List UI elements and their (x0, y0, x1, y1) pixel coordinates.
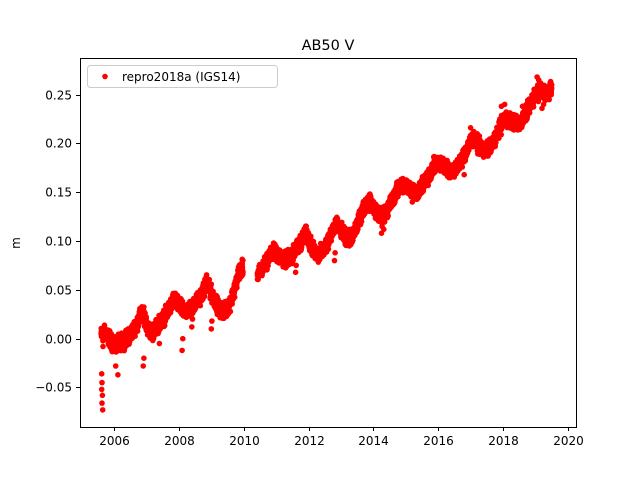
data-point-outlier (519, 103, 526, 110)
x-tick-label: 2006 (99, 434, 130, 448)
data-point-outlier (535, 77, 542, 83)
data-point (459, 164, 466, 170)
data-point-outlier (98, 386, 105, 393)
data-point-outlier (293, 262, 300, 269)
y-tick-label: 0.05 (45, 284, 72, 298)
data-point (203, 272, 210, 278)
data-point-outlier (179, 347, 185, 354)
data-point-outlier (409, 199, 416, 205)
data-point-outlier (189, 324, 195, 330)
x-tick-label: 2014 (358, 434, 389, 448)
y-tick-label: 0.00 (45, 333, 72, 347)
chart-title: AB50 V (302, 38, 355, 54)
data-point-outlier (461, 171, 468, 178)
data-point-outlier (501, 101, 508, 108)
data-point-outlier (328, 238, 335, 244)
data-points-layer (98, 74, 555, 413)
data-point (240, 257, 246, 264)
data-point-outlier (292, 269, 299, 276)
data-point-outlier (513, 113, 519, 119)
data-point-outlier (140, 363, 146, 369)
y-tick-label: 0.10 (45, 235, 72, 249)
data-point (240, 269, 246, 276)
data-point (498, 131, 505, 138)
data-point-outlier (156, 340, 163, 347)
data-point (234, 285, 240, 291)
data-point (231, 294, 238, 301)
data-point-outlier (99, 400, 105, 406)
data-point (385, 213, 391, 219)
data-point (206, 276, 213, 283)
x-tick-label: 2018 (488, 434, 519, 448)
data-point-outlier (410, 194, 416, 200)
data-point (530, 104, 537, 110)
x-tick-label: 2012 (294, 434, 325, 448)
legend: repro2018a (IGS14) (87, 65, 278, 88)
data-point-outlier (189, 316, 196, 322)
data-point (546, 96, 552, 103)
data-point-outlier (115, 372, 121, 378)
data-point (197, 302, 204, 309)
data-point (201, 293, 208, 300)
data-point-outlier (548, 82, 555, 88)
y-tick-label: 0.20 (45, 137, 72, 151)
data-point-outlier (99, 379, 105, 386)
legend-entry-label: repro2018a (IGS14) (122, 70, 240, 84)
data-point-outlier (467, 125, 474, 131)
x-tick-label: 2008 (164, 434, 195, 448)
data-point-outlier (180, 335, 186, 342)
data-point-outlier (332, 250, 338, 256)
data-point-outlier (112, 363, 119, 369)
y-tick-label: 0.25 (45, 89, 72, 103)
data-point-outlier (469, 130, 476, 137)
data-point-outlier (331, 257, 338, 264)
y-axis-label: m (9, 237, 23, 249)
data-point-outlier (98, 371, 105, 377)
legend-marker (102, 73, 108, 80)
data-point-outlier (329, 233, 335, 239)
data-point (161, 322, 168, 329)
data-point-outlier (208, 326, 215, 332)
data-point-outlier (99, 407, 106, 413)
data-point-outlier (381, 226, 387, 233)
data-point (229, 301, 235, 307)
data-point-outlier (141, 355, 147, 362)
x-tick-label: 2020 (553, 434, 584, 448)
data-point (208, 281, 215, 288)
data-point-outlier (99, 392, 106, 399)
y-tick-label: 0.15 (45, 186, 72, 200)
data-point (358, 218, 365, 225)
data-point-outlier (209, 318, 215, 324)
data-point-outlier (540, 101, 547, 108)
data-point (227, 308, 234, 315)
y-tick-label: −0.05 (35, 381, 72, 395)
x-tick-label: 2016 (423, 434, 454, 448)
x-tick-label: 2010 (229, 434, 260, 448)
data-point-outlier (100, 343, 106, 350)
